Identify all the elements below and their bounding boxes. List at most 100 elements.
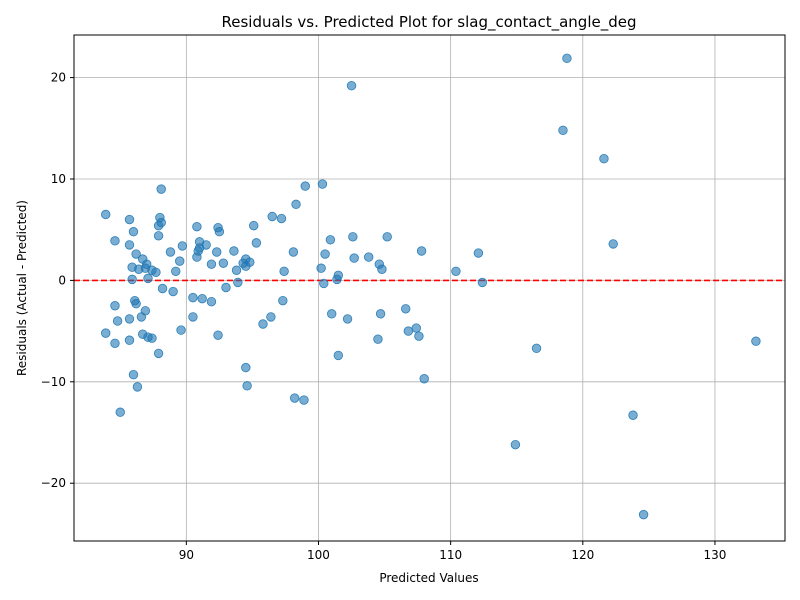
x-tick-label: 110 xyxy=(439,548,462,562)
data-point xyxy=(143,273,153,284)
data-point xyxy=(229,246,239,256)
data-point xyxy=(124,314,135,324)
data-point xyxy=(206,259,217,269)
data-point xyxy=(245,257,255,267)
data-point xyxy=(373,334,383,344)
data-point xyxy=(266,312,276,322)
data-point xyxy=(131,249,141,259)
data-point xyxy=(110,301,120,311)
data-point xyxy=(316,263,326,273)
data-point xyxy=(599,154,609,164)
data-point xyxy=(156,217,166,228)
data-point xyxy=(218,258,229,268)
data-point xyxy=(128,369,139,380)
data-point xyxy=(213,330,223,340)
data-point xyxy=(112,316,123,326)
data-point xyxy=(348,232,358,242)
data-point xyxy=(206,296,217,307)
data-point xyxy=(349,253,359,263)
data-point xyxy=(416,246,427,256)
data-point xyxy=(188,292,198,303)
y-tick-label: 0 xyxy=(58,273,66,287)
data-point xyxy=(249,220,259,231)
data-point xyxy=(165,247,176,257)
data-point xyxy=(147,333,157,343)
data-point xyxy=(751,336,761,346)
data-point xyxy=(531,343,542,354)
points-layer xyxy=(101,53,761,520)
data-point xyxy=(608,239,618,249)
y-tick-label: 10 xyxy=(51,172,66,186)
data-point xyxy=(558,125,568,136)
data-point xyxy=(131,299,141,309)
data-point xyxy=(101,328,111,338)
data-point xyxy=(327,309,337,319)
data-point xyxy=(279,266,289,276)
data-point xyxy=(241,362,251,373)
y-axis-ticks: −20 −10 0 10 20 xyxy=(41,71,74,490)
data-point xyxy=(290,393,300,403)
data-point xyxy=(128,227,139,237)
data-point xyxy=(473,248,484,258)
data-point xyxy=(124,214,135,225)
y-tick-label: 20 xyxy=(51,71,66,85)
data-point xyxy=(299,395,309,405)
data-point xyxy=(419,374,429,384)
data-point xyxy=(157,283,168,294)
data-point xyxy=(124,335,135,345)
data-point xyxy=(638,509,649,520)
data-point xyxy=(214,227,225,237)
data-point xyxy=(319,278,329,289)
data-point xyxy=(251,238,262,248)
data-point xyxy=(333,350,344,361)
x-tick-label: 100 xyxy=(307,548,330,562)
data-point xyxy=(197,293,207,304)
data-point xyxy=(177,241,188,251)
data-point xyxy=(382,232,392,242)
data-point xyxy=(276,213,287,224)
data-point xyxy=(101,209,111,220)
data-point xyxy=(127,274,137,285)
data-point xyxy=(176,325,186,335)
grid-layer xyxy=(74,35,785,541)
data-point xyxy=(288,247,299,257)
y-axis-label: Residuals (Actual - Predicted) xyxy=(15,200,29,376)
data-point xyxy=(411,323,421,333)
data-point xyxy=(156,184,166,194)
data-point xyxy=(628,410,638,420)
data-point xyxy=(233,277,243,288)
x-tick-label: 130 xyxy=(704,548,727,562)
data-point xyxy=(188,312,198,322)
data-point xyxy=(136,312,147,322)
data-point xyxy=(192,221,202,232)
data-point xyxy=(115,407,125,417)
data-point xyxy=(153,231,164,241)
chart-title: Residuals vs. Predicted Plot for slag_co… xyxy=(222,13,637,32)
data-point xyxy=(168,286,178,297)
data-point xyxy=(510,439,521,450)
data-point xyxy=(346,81,357,91)
data-point xyxy=(242,381,252,391)
x-tick-label: 90 xyxy=(179,548,194,562)
data-point xyxy=(110,338,120,348)
data-point xyxy=(291,199,301,210)
data-point xyxy=(403,326,414,336)
y-tick-label: −10 xyxy=(41,375,66,389)
data-point xyxy=(375,309,386,319)
data-point xyxy=(171,266,181,276)
data-point xyxy=(132,382,143,392)
data-point xyxy=(151,267,161,277)
data-point xyxy=(278,295,288,306)
data-point xyxy=(124,240,135,250)
data-point xyxy=(342,314,353,324)
data-point xyxy=(153,348,164,359)
data-point xyxy=(477,277,488,288)
data-point xyxy=(175,256,185,266)
data-point xyxy=(333,270,344,281)
data-point xyxy=(110,236,120,246)
data-point xyxy=(300,181,310,191)
data-point xyxy=(201,240,211,250)
data-point xyxy=(212,247,222,257)
